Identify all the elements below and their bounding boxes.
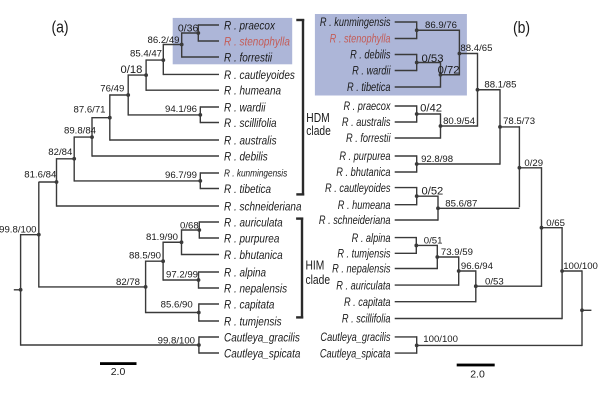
- svg-text:81.6/84: 81.6/84: [24, 169, 57, 180]
- svg-text:R . praecox: R . praecox: [224, 20, 275, 33]
- svg-text:81.9/90: 81.9/90: [146, 232, 178, 243]
- svg-text:0/36: 0/36: [178, 22, 199, 34]
- svg-text:R . stenophylla: R . stenophylla: [330, 33, 391, 46]
- svg-text:R . capitata: R . capitata: [224, 299, 274, 312]
- svg-text:0/52: 0/52: [422, 186, 444, 198]
- svg-text:R . cautleyoides: R . cautleyoides: [325, 182, 391, 195]
- svg-text:HDM: HDM: [306, 111, 329, 125]
- svg-text:R . purpurea: R . purpurea: [224, 233, 279, 246]
- svg-text:R . purpurea: R . purpurea: [339, 150, 390, 163]
- svg-text:86.2/49: 86.2/49: [147, 35, 179, 46]
- svg-text:R . forrestii: R . forrestii: [224, 52, 273, 65]
- svg-text:clade: clade: [306, 124, 331, 138]
- svg-text:87.6/71: 87.6/71: [73, 105, 105, 116]
- svg-text:100/100: 100/100: [423, 334, 458, 345]
- svg-text:Cautleya_gracilis: Cautleya_gracilis: [320, 331, 391, 344]
- svg-text:0/18: 0/18: [121, 64, 143, 76]
- svg-text:82/78: 82/78: [116, 277, 140, 288]
- svg-text:R . humeana: R . humeana: [224, 85, 281, 98]
- svg-text:R . capitata: R . capitata: [344, 296, 391, 309]
- svg-text:R . stenophylla: R . stenophylla: [224, 36, 290, 49]
- svg-text:R . schneideriana: R . schneideriana: [319, 214, 391, 227]
- svg-text:0/65: 0/65: [546, 218, 565, 229]
- svg-text:R . australis: R . australis: [224, 135, 277, 148]
- svg-text:97.2/99: 97.2/99: [166, 270, 198, 281]
- svg-text:85.6/87: 85.6/87: [445, 199, 477, 210]
- svg-text:0/42: 0/42: [420, 103, 442, 115]
- svg-text:Cautleya_spicata: Cautleya_spicata: [224, 348, 300, 361]
- svg-text:R . auriculata: R . auriculata: [224, 217, 283, 230]
- svg-text:clade: clade: [306, 273, 331, 287]
- svg-text:2.0: 2.0: [111, 366, 126, 378]
- svg-text:R . tibetica: R . tibetica: [224, 183, 271, 196]
- svg-text:96.7/99: 96.7/99: [165, 170, 197, 181]
- svg-text:0/72: 0/72: [438, 65, 460, 77]
- svg-text:R . forrestii: R . forrestii: [346, 132, 391, 145]
- svg-text:R . schneideriana: R . schneideriana: [224, 201, 302, 214]
- svg-text:76/49: 76/49: [100, 84, 124, 95]
- svg-text:0/53: 0/53: [422, 53, 444, 65]
- svg-text:R . alpina: R . alpina: [224, 267, 266, 280]
- svg-text:88.1/85: 88.1/85: [484, 80, 516, 91]
- svg-text:R . wardii: R . wardii: [224, 102, 266, 115]
- svg-text:86.9/76: 86.9/76: [425, 20, 457, 31]
- svg-text:(a): (a): [51, 18, 68, 36]
- svg-text:100/100: 100/100: [563, 261, 598, 272]
- svg-text:2.0: 2.0: [470, 368, 485, 380]
- svg-text:Cautleya_spicata: Cautleya_spicata: [320, 347, 391, 360]
- svg-text:R . tibetica: R . tibetica: [347, 81, 391, 94]
- svg-text:92.8/98: 92.8/98: [421, 154, 453, 165]
- svg-text:89.8/84: 89.8/84: [64, 125, 97, 136]
- svg-text:0/51: 0/51: [424, 236, 443, 247]
- svg-text:0/29: 0/29: [524, 158, 543, 169]
- svg-text:R . humeana: R . humeana: [338, 199, 391, 212]
- svg-text:HIM: HIM: [306, 258, 325, 272]
- svg-text:0/53: 0/53: [485, 276, 504, 287]
- svg-text:Cautleya_gracilis: Cautleya_gracilis: [224, 332, 300, 345]
- svg-text:R . nepalensis: R . nepalensis: [332, 263, 391, 276]
- svg-text:R . debilis: R . debilis: [350, 49, 391, 62]
- svg-text:96.6/94: 96.6/94: [461, 261, 494, 272]
- svg-text:99.8/100: 99.8/100: [158, 335, 195, 346]
- svg-text:R . kunmingensis: R . kunmingensis: [320, 16, 391, 29]
- svg-text:82/84: 82/84: [48, 147, 73, 158]
- svg-text:R . tumjensis: R . tumjensis: [224, 316, 282, 329]
- svg-text:R . australis: R . australis: [342, 116, 391, 129]
- svg-text:85.6/90: 85.6/90: [161, 299, 193, 310]
- svg-text:88.4/65: 88.4/65: [460, 43, 492, 54]
- svg-text:0/68: 0/68: [180, 220, 199, 231]
- svg-text:88.5/90: 88.5/90: [129, 250, 161, 261]
- svg-text:80.9/54: 80.9/54: [443, 116, 476, 127]
- svg-text:73.9/59: 73.9/59: [441, 247, 473, 258]
- svg-text:R . bhutanica: R . bhutanica: [224, 249, 283, 262]
- svg-text:R . cautleyoides: R . cautleyoides: [224, 69, 295, 82]
- svg-text:R . praecox: R . praecox: [343, 100, 391, 113]
- svg-text:R . bhutanica: R . bhutanica: [336, 166, 390, 179]
- svg-text:94.1/96: 94.1/96: [165, 104, 197, 115]
- svg-text:R . nepalensis: R . nepalensis: [224, 283, 287, 296]
- svg-text:85.4/47: 85.4/47: [130, 49, 162, 60]
- svg-text:78.5/73: 78.5/73: [503, 116, 535, 127]
- svg-text:R . debilis: R . debilis: [224, 151, 268, 164]
- svg-text:99.8/100: 99.8/100: [0, 224, 37, 235]
- svg-text:R . scillifolia: R . scillifolia: [224, 117, 277, 130]
- svg-text:R . tumjensis: R . tumjensis: [337, 247, 391, 260]
- svg-text:R . scillifolia: R . scillifolia: [342, 313, 391, 326]
- svg-text:R . auriculata: R . auriculata: [336, 279, 390, 292]
- svg-text:R . alpina: R . alpina: [352, 232, 391, 245]
- svg-text:(b): (b): [513, 19, 530, 37]
- svg-text:R . kunmingensis: R . kunmingensis: [224, 168, 288, 179]
- svg-text:R . wardii: R . wardii: [352, 65, 391, 78]
